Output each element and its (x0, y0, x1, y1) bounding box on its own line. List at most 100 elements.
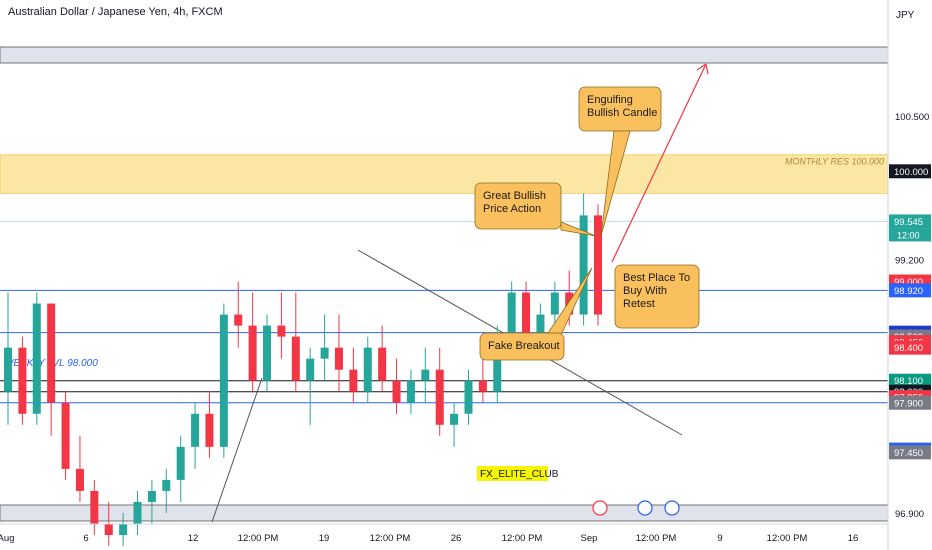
candle-body (47, 303, 56, 403)
price-tag-sub (889, 228, 931, 242)
callout-best-place-box (614, 264, 700, 329)
candle-body (162, 479, 171, 491)
candle-body (579, 215, 588, 315)
callout-fake-breakout-text: Fake Breakout (488, 340, 560, 352)
price-tag-label: 97.900 (894, 398, 923, 409)
candle-body (234, 314, 243, 326)
currency-selector[interactable]: JPY (896, 10, 915, 21)
callout-great-bullish-box (474, 182, 562, 230)
x-tick-label: Aug (0, 533, 14, 544)
candle-body (119, 524, 128, 536)
candle-body (248, 325, 257, 381)
price-tag-label: 100.000 (894, 167, 928, 178)
top-band-zone (0, 46, 889, 64)
candle-body (147, 490, 156, 502)
candle-body (435, 369, 444, 425)
candle-body (349, 369, 358, 392)
candle-body (219, 314, 228, 447)
candle-body (478, 380, 487, 392)
candle-body (406, 380, 415, 403)
price-tag (889, 445, 931, 460)
candle-body (334, 347, 343, 370)
monthly-resistance-zone (0, 154, 889, 194)
x-tick-label: Sep (581, 533, 598, 544)
candle-body (176, 446, 185, 480)
y-tick-label: 100.500 (895, 112, 929, 123)
x-tick-label: 12:00 PM (238, 533, 279, 544)
x-tick-label: 12:00 PM (502, 533, 543, 544)
y-tick-label: 96.900 (895, 509, 924, 520)
x-tick-label: 12 (188, 533, 199, 544)
candle-body (291, 336, 300, 381)
x-tick-label: 9 (717, 533, 722, 544)
callout-engulfing-pointer (600, 130, 631, 237)
candle-body (421, 369, 430, 381)
projection-arrowhead (696, 63, 709, 75)
price-tag-label: 97.450 (894, 448, 923, 459)
callout-great-bullish-pointer (560, 221, 597, 237)
candle-body (75, 468, 84, 491)
price-tag-sublabel: 12:00 (897, 230, 920, 240)
price-tag-label: 98.920 (894, 286, 923, 297)
x-tick-label: 12:00 PM (370, 533, 411, 544)
candle-body (594, 215, 602, 315)
price-tag (889, 340, 931, 355)
callout-engulfing-text: Bullish Candle (587, 107, 657, 119)
flag-icon-au[interactable] (637, 500, 653, 516)
flag-icon-au-2[interactable] (664, 500, 680, 516)
candle-body (277, 325, 286, 337)
price-tag (889, 164, 931, 179)
x-tick-label: 16 (848, 533, 859, 544)
candle-body (378, 347, 387, 381)
price-tag (889, 373, 931, 388)
x-tick-label: 6 (83, 533, 88, 544)
callout-engulfing-text: Engulfing (587, 94, 633, 106)
callout-fake-breakout-pointer (547, 267, 593, 334)
candle-body (522, 292, 531, 337)
lightning-icon[interactable] (592, 500, 608, 516)
projection-arrow-line (611, 63, 707, 263)
callout-best-place-text: Buy With (623, 285, 667, 297)
candle-body (392, 380, 401, 403)
zone-label: MONTHLY RES 100.000 (785, 156, 884, 166)
watermark-text: FX_ELITE_CLUB (480, 469, 559, 480)
x-tick-label: 19 (319, 533, 330, 544)
candle-body (191, 413, 200, 447)
bottom-band-zone (0, 504, 889, 522)
price-tag-label: 99.545 (894, 217, 923, 228)
candle-body (133, 501, 142, 524)
price-tag-label: 98.100 (894, 376, 923, 387)
x-tick-label: 12:00 PM (636, 533, 677, 544)
candle-body (507, 292, 516, 337)
ascending-trendline (211, 377, 263, 523)
candle-body (32, 303, 41, 414)
callout-great-bullish-text: Great Bullish (483, 190, 546, 202)
candle-body (450, 413, 459, 425)
watermark-badge (477, 466, 548, 481)
candle-body (4, 347, 12, 392)
candle-body (205, 413, 214, 447)
price-tag (889, 214, 931, 229)
price-tag-label: 99.000 (894, 277, 923, 288)
candle-body (320, 347, 329, 359)
callout-great-bullish-text: Price Action (483, 203, 541, 215)
price-tag (889, 283, 931, 298)
candle-body (18, 347, 27, 414)
callout-best-place-text: Retest (623, 298, 655, 310)
candle-body (464, 380, 473, 414)
callout-fake-breakout[interactable]: Fake Breakout (479, 267, 593, 361)
candle-body (550, 292, 559, 315)
x-tick-label: 26 (451, 533, 462, 544)
x-tick-label: 12:00 PM (767, 533, 808, 544)
candle-body (263, 325, 272, 381)
price-tag (889, 395, 931, 410)
candle-body (363, 347, 372, 392)
candle-body (104, 524, 113, 536)
candle-body (90, 490, 99, 524)
price-tag-label: 98.400 (894, 343, 923, 354)
y-tick-label: 99.200 (895, 255, 924, 266)
